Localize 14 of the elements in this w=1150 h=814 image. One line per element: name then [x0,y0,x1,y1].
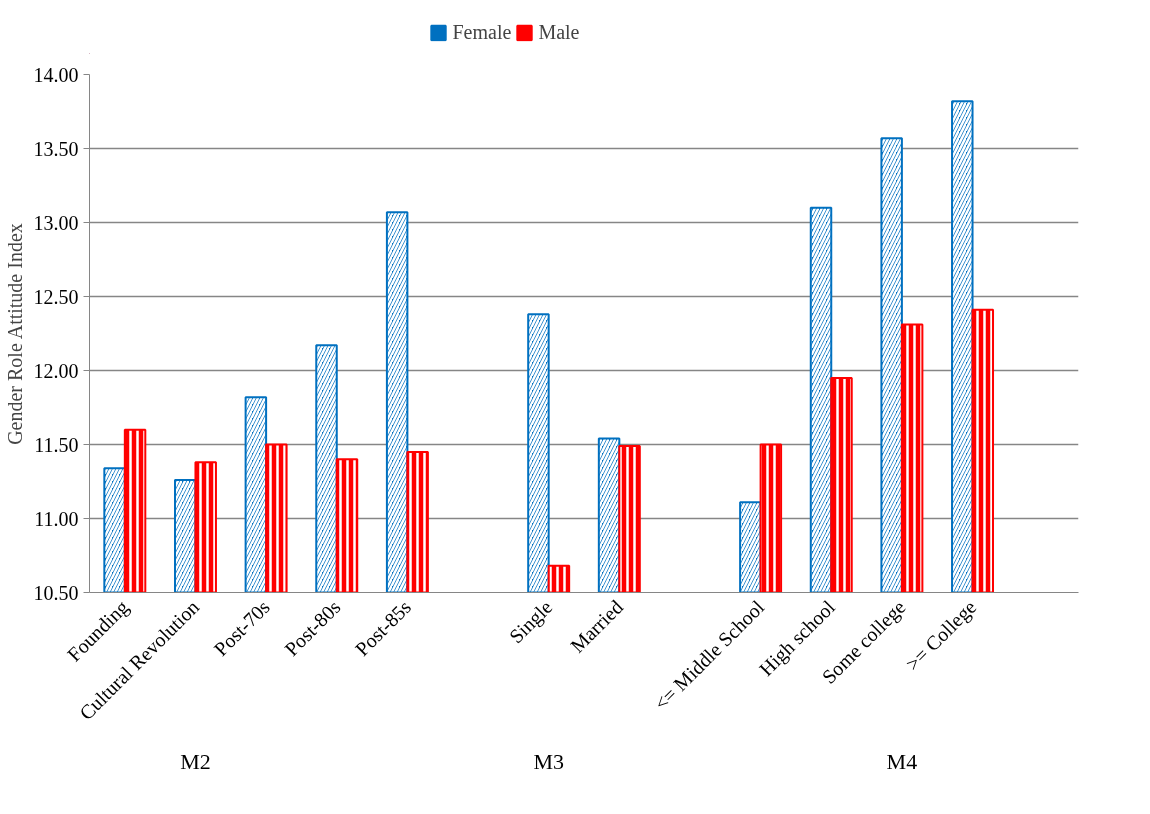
y-tick-label: 13.00 [33,211,79,234]
legend-label: Male [538,20,580,44]
y-tick-label: 14.00 [33,63,79,86]
y-tick-label: 10.50 [33,581,79,604]
text: M4 [886,748,918,774]
y-axis-title: Gender Role Attitude Index [3,223,26,445]
legend-label: Female [452,20,512,44]
y-tick-label: 12.00 [33,359,79,382]
y-tick-label: 12.50 [33,285,79,308]
y-tick-label: 11.50 [34,433,79,456]
text: M3 [533,748,564,774]
text: M2 [180,748,211,774]
y-tick-label: 13.50 [33,137,79,160]
y-tick-label: 11.00 [34,507,79,530]
